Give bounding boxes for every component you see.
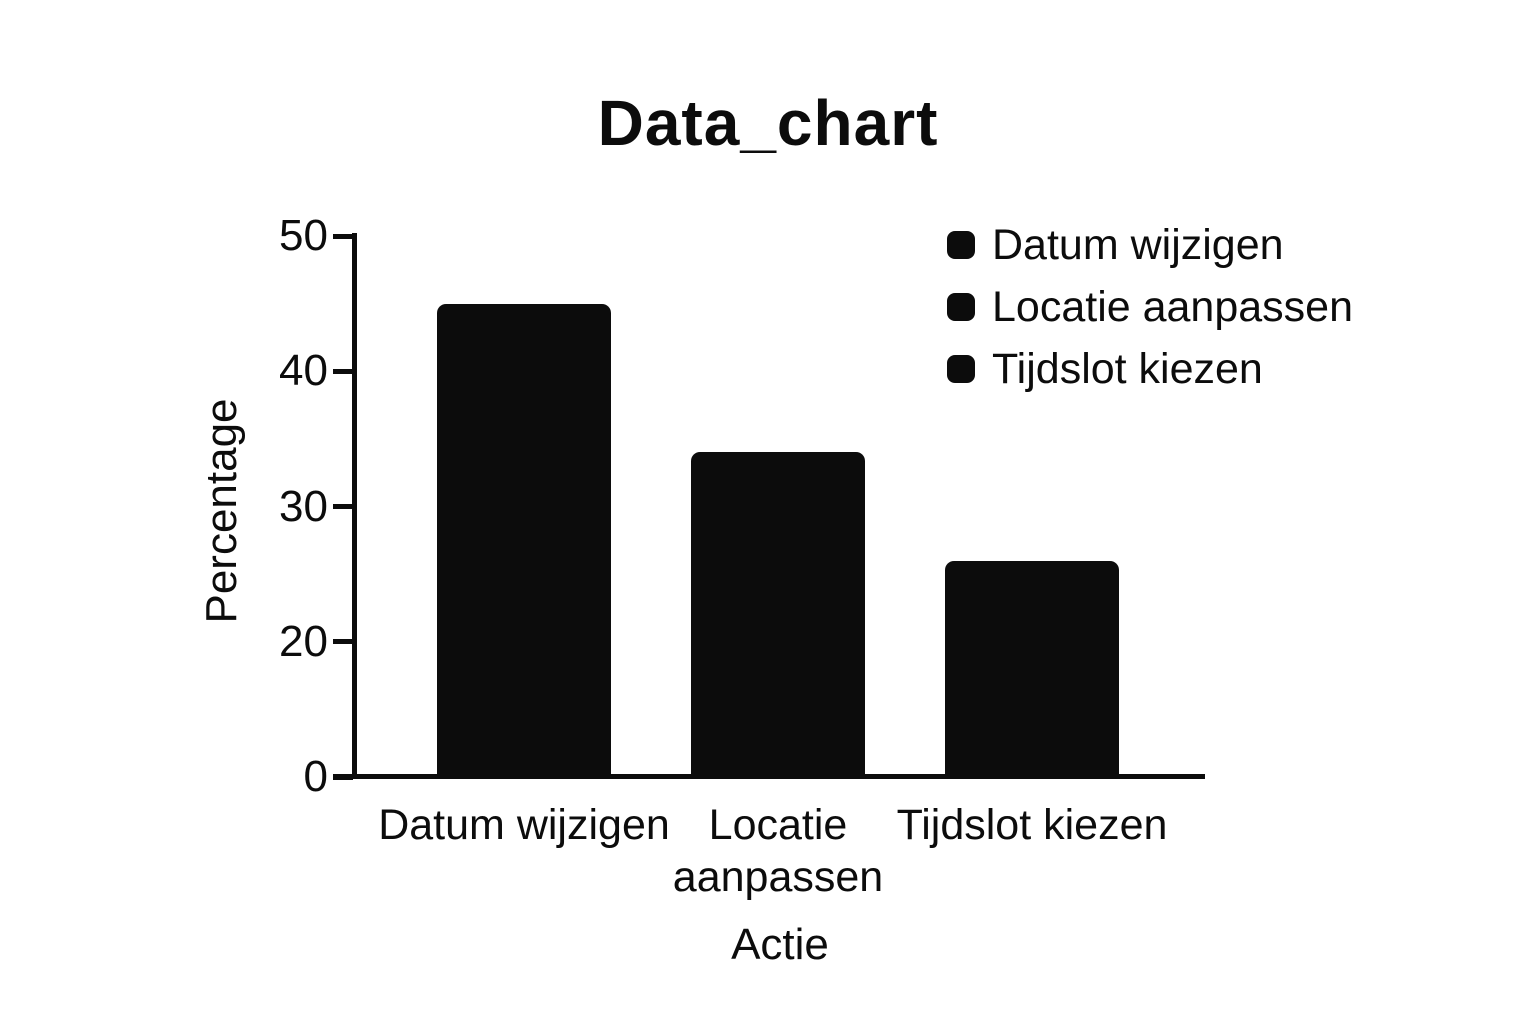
x-category-label: Tijdslot kiezen (896, 801, 1168, 849)
y-tick-label: 0 (303, 752, 328, 801)
legend-label: Datum wijzigen (992, 220, 1284, 269)
y-tick-mark (333, 233, 353, 239)
y-tick-label: 40 (279, 346, 328, 396)
legend-item: Tijdslot kiezen (947, 338, 1353, 400)
x-axis-title: Actie (731, 920, 829, 969)
y-tick-mark (333, 639, 353, 645)
chart-title: Data_chart (597, 87, 939, 159)
legend-item: Locatie aanpassen (947, 276, 1353, 338)
y-tick-mark (333, 368, 353, 374)
y-tick-label: 50 (279, 211, 328, 260)
bar (945, 560, 1119, 777)
bar (437, 303, 611, 777)
y-tick-mark (333, 774, 353, 780)
y-axis-line (352, 233, 357, 779)
legend: Datum wijzigen Locatie aanpassen Tijdslot … (947, 214, 1353, 400)
legend-swatch-icon (947, 231, 975, 259)
legend-swatch-icon (947, 293, 975, 321)
legend-item: Datum wijzigen (947, 214, 1353, 276)
x-category-label: Datum wijzigen (378, 801, 670, 849)
legend-label: Locatie aanpassen (992, 282, 1354, 331)
y-tick-label: 30 (279, 481, 328, 531)
bar (691, 452, 865, 777)
legend-label: Tijdslot kiezen (992, 344, 1263, 393)
y-tick-mark (333, 504, 353, 509)
legend-swatch-icon (947, 355, 975, 383)
y-tick-label: 20 (279, 616, 328, 666)
x-category-label: Locatie aanpassen (672, 801, 884, 901)
